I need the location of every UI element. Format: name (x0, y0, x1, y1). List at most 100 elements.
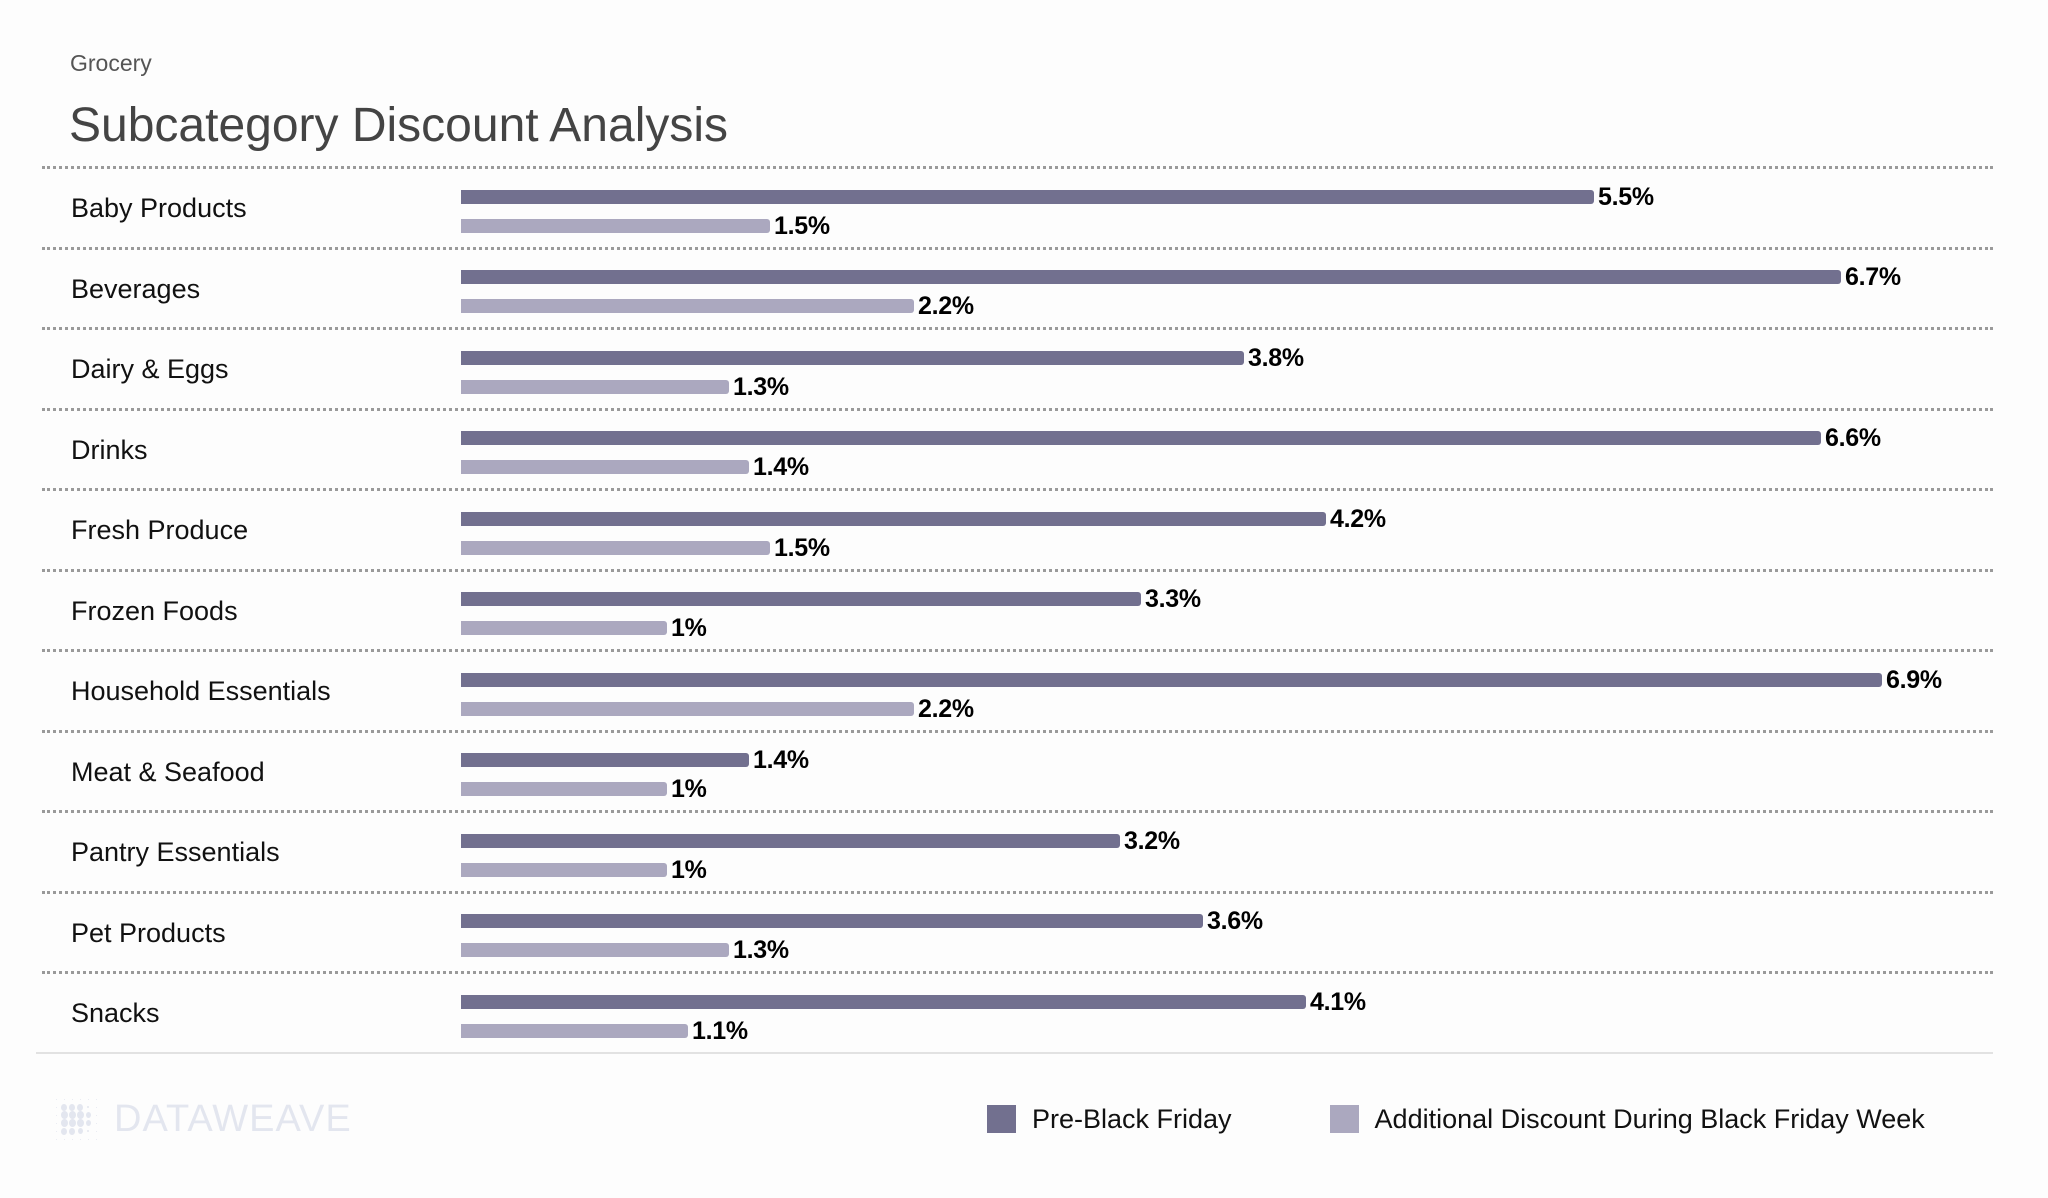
bar-value-label: 3.6% (1207, 907, 1263, 935)
row-category-label: Pantry Essentials (71, 837, 280, 867)
bar-value-label: 1.5% (774, 533, 830, 562)
pre-black-friday-bar-group: 1.4% (461, 747, 809, 773)
bar-value-label: 3.2% (1124, 826, 1180, 855)
additional-discount-bar-group: 1.5% (461, 535, 830, 561)
chart-bottom-divider (36, 1052, 1993, 1054)
bar-value-label: 3.3% (1145, 585, 1201, 613)
additional-discount-bar-group: 1% (461, 857, 707, 883)
additional-discount-bar[interactable] (461, 943, 729, 957)
bar-value-label: 1% (671, 855, 707, 884)
pre-black-friday-bar-group: 6.9% (461, 667, 1942, 693)
pre-black-friday-bar[interactable] (461, 914, 1203, 928)
bar-value-label: 1.4% (753, 746, 809, 774)
bar-value-label: 1% (671, 614, 707, 642)
pre-black-friday-bar-group: 3.3% (461, 586, 1201, 612)
dataweave-logo: DATAWEAVE (52, 1095, 352, 1143)
row-category-label: Pet Products (71, 917, 226, 948)
row-category-label: Household Essentials (71, 676, 331, 706)
chart-row: Drinks 6.6% 1.4% (42, 407, 1993, 489)
bar-value-label: 1.3% (733, 372, 789, 401)
pre-black-friday-bar[interactable] (461, 833, 1120, 848)
chart-row: Frozen Foods 3.3% 1% (42, 568, 1993, 650)
bar-value-label: 2.2% (918, 694, 974, 723)
additional-discount-bar[interactable] (461, 218, 770, 233)
bar-value-label: 4.1% (1310, 987, 1366, 1016)
row-category-label: Dairy & Eggs (71, 354, 229, 384)
bar-rows: Baby Products 5.5% 1.5% Beverages 6.7% 2.2% Da… (42, 166, 1993, 1052)
chart-row: Household Essentials 6.9% 2.2% (42, 649, 1993, 730)
row-category-label: Meat & Seafood (71, 756, 265, 787)
legend-label: Additional Discount During Black Friday … (1374, 1104, 1925, 1134)
bar-value-label: 1.1% (692, 1016, 748, 1045)
additional-discount-bar-group: 2.2% (461, 696, 974, 722)
category-label: Grocery (70, 50, 152, 76)
additional-discount-bar-group: 1.3% (461, 374, 789, 400)
additional-discount-bar[interactable] (461, 862, 667, 877)
chart-row: Dairy & Eggs 3.8% 1.3% (42, 327, 1993, 408)
additional-discount-bar[interactable] (461, 379, 729, 394)
chart-row: Pantry Essentials 3.2% 1% (42, 810, 1993, 891)
legend-item-pre-black-friday[interactable]: Pre-Black Friday (987, 1104, 1232, 1134)
bar-value-label: 6.6% (1825, 424, 1881, 452)
legend-swatch-pre-black-friday-icon (987, 1105, 1016, 1133)
pre-black-friday-bar[interactable] (461, 431, 1821, 445)
additional-discount-bar-group: 1.4% (461, 454, 809, 480)
additional-discount-bar-group: 1% (461, 615, 707, 641)
additional-discount-bar-group: 1.5% (461, 213, 830, 239)
additional-discount-bar[interactable] (461, 701, 914, 716)
bar-value-label: 3.8% (1248, 343, 1304, 372)
bar-value-label: 1.4% (753, 453, 809, 481)
pre-black-friday-bar[interactable] (461, 189, 1594, 204)
chart-row: Meat & Seafood 1.4% 1% (42, 729, 1993, 811)
pre-black-friday-bar[interactable] (461, 753, 749, 767)
bar-value-label: 1.3% (733, 936, 789, 964)
bar-value-label: 1.5% (774, 211, 830, 240)
pre-black-friday-bar[interactable] (461, 350, 1244, 365)
bar-value-label: 5.5% (1598, 182, 1654, 211)
additional-discount-bar[interactable] (461, 782, 667, 796)
legend-label: Pre-Black Friday (1032, 1104, 1232, 1134)
legend-item-additional-discount[interactable]: Additional Discount During Black Friday … (1329, 1104, 1925, 1134)
additional-discount-bar[interactable] (461, 1023, 688, 1038)
additional-discount-bar[interactable] (461, 460, 749, 474)
additional-discount-bar[interactable] (461, 621, 667, 635)
chart-title: Subcategory Discount Analysis (69, 99, 729, 152)
bar-value-label: 6.9% (1886, 665, 1942, 694)
additional-discount-bar-group: 1% (461, 776, 707, 802)
chart-row: Snacks 4.1% 1.1% (42, 971, 1993, 1052)
dot-grid-icon (52, 1095, 100, 1143)
bar-value-label: 2.2% (918, 292, 974, 320)
row-category-label: Snacks (71, 998, 160, 1028)
additional-discount-bar-group: 2.2% (461, 293, 974, 319)
chart-row: Pet Products 3.6% 1.3% (42, 890, 1993, 972)
pre-black-friday-bar[interactable] (461, 592, 1141, 606)
pre-black-friday-bar[interactable] (461, 511, 1326, 526)
pre-black-friday-bar-group: 6.7% (461, 264, 1901, 290)
bar-value-label: 1% (671, 775, 707, 803)
pre-black-friday-bar[interactable] (461, 270, 1841, 284)
bar-value-label: 6.7% (1845, 263, 1901, 291)
pre-black-friday-bar[interactable] (461, 672, 1882, 687)
row-category-label: Frozen Foods (71, 595, 238, 626)
pre-black-friday-bar-group: 3.2% (461, 828, 1180, 854)
pre-black-friday-bar-group: 6.6% (461, 425, 1881, 451)
logo-text: DATAWEAVE (114, 1098, 352, 1140)
additional-discount-bar-group: 1.3% (461, 937, 789, 963)
row-category-label: Fresh Produce (71, 515, 249, 545)
pre-black-friday-bar-group: 3.8% (461, 345, 1304, 371)
chart-row: Fresh Produce 4.2% 1.5% (42, 488, 1993, 569)
chart-row: Baby Products 5.5% 1.5% (42, 166, 1993, 247)
pre-black-friday-bar[interactable] (461, 994, 1306, 1009)
additional-discount-bar-group: 1.1% (461, 1018, 748, 1044)
additional-discount-bar[interactable] (461, 540, 770, 555)
pre-black-friday-bar-group: 3.6% (461, 908, 1263, 934)
legend-swatch-additional-discount-icon (1329, 1105, 1359, 1133)
pre-black-friday-bar-group: 4.1% (461, 989, 1366, 1015)
pre-black-friday-bar-group: 5.5% (461, 184, 1654, 210)
bar-value-label: 4.2% (1330, 504, 1386, 533)
legend: Pre-Black Friday Additional Discount Dur… (987, 1104, 1925, 1134)
row-category-label: Drinks (71, 434, 148, 465)
additional-discount-bar[interactable] (461, 299, 914, 313)
pre-black-friday-bar-group: 4.2% (461, 506, 1386, 532)
chart-row: Beverages 6.7% 2.2% (42, 246, 1993, 328)
